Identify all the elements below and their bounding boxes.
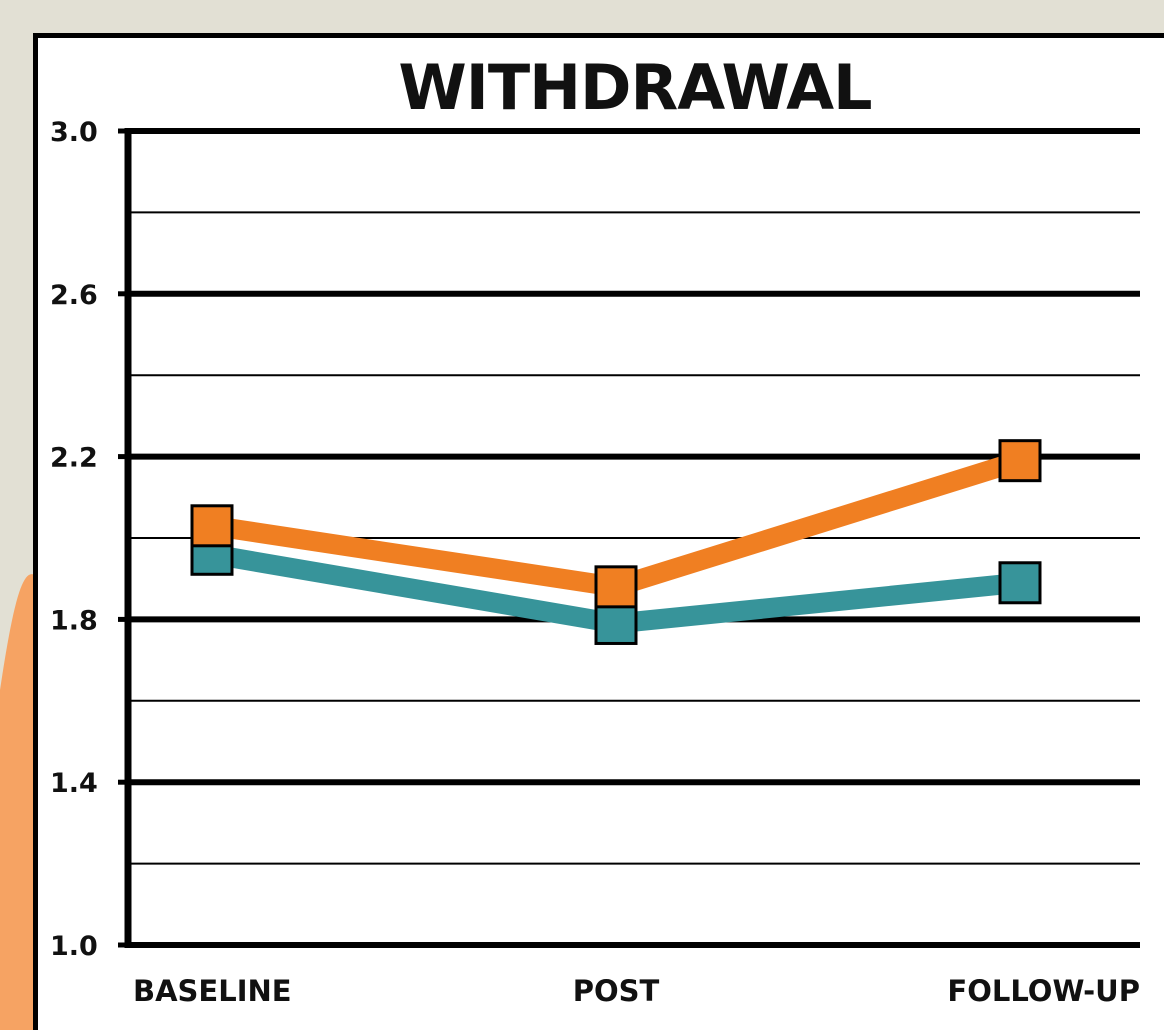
x-category-label: BASELINE	[133, 974, 292, 1008]
y-tick-labels: 1.0 1.4 1.8 2.2 2.6 3.0	[50, 117, 98, 962]
series-markers	[190, 439, 1042, 645]
x-category-label: POST	[573, 974, 660, 1008]
y-axis	[118, 128, 1140, 948]
y-tick-label: 1.4	[50, 768, 98, 799]
y-tick-label: 2.2	[50, 443, 98, 474]
series-marker	[998, 439, 1042, 483]
y-tick-label: 2.6	[50, 280, 98, 311]
chart-title: WITHDRAWAL	[398, 51, 871, 124]
x-category-labels: BASELINE POST FOLLOW-UP	[133, 974, 1140, 1008]
series-marker	[190, 504, 234, 548]
y-tick-label: 1.8	[50, 605, 98, 636]
gridlines	[128, 128, 1140, 865]
series-marker	[594, 565, 638, 609]
y-tick-label: 1.0	[50, 931, 98, 962]
x-category-label: FOLLOW-UP	[947, 974, 1140, 1008]
series-marker	[998, 561, 1042, 605]
y-tick-label: 3.0	[50, 117, 98, 148]
series-marker	[594, 601, 638, 645]
